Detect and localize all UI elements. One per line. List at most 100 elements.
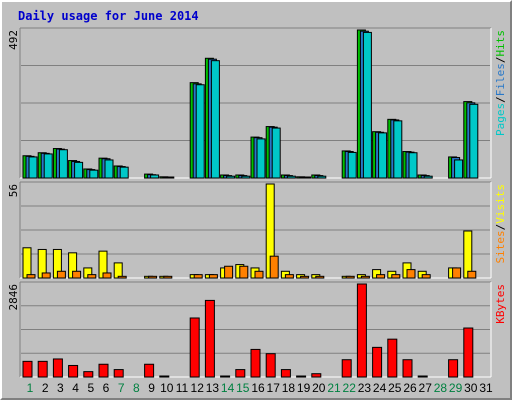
legend-entry: / bbox=[494, 96, 507, 103]
bar-visits-day-1 bbox=[22, 247, 32, 279]
bar-sites-day-22 bbox=[345, 275, 355, 279]
bar-kbytes-day-7 bbox=[113, 369, 124, 378]
bar-sites-day-24 bbox=[376, 274, 386, 279]
x-tick-label-day-13: 13 bbox=[206, 381, 220, 395]
x-tick-label-day-8: 8 bbox=[133, 381, 140, 395]
x-tick-label-day-19: 19 bbox=[297, 381, 311, 395]
bar-kbytes-day-29 bbox=[448, 359, 459, 378]
x-tick-label-day-1: 1 bbox=[27, 381, 34, 395]
bar-pages-day-29 bbox=[454, 159, 464, 179]
bar-sites-day-12 bbox=[193, 274, 203, 279]
x-tick-label-day-4: 4 bbox=[72, 381, 79, 395]
bar-pages-day-18 bbox=[286, 175, 296, 179]
legend-entry: / bbox=[494, 224, 507, 231]
bar-pages-day-2 bbox=[43, 153, 53, 179]
x-tick-label-day-3: 3 bbox=[57, 381, 64, 395]
bar-kbytes-day-19 bbox=[296, 375, 307, 378]
bar-sites-day-26 bbox=[406, 269, 416, 279]
bar-pages-day-30 bbox=[469, 103, 479, 179]
bar-pages-day-12 bbox=[195, 84, 205, 179]
legend-entry: / bbox=[494, 57, 507, 64]
x-tick-label-day-31: 31 bbox=[479, 381, 493, 395]
bar-sites-day-4 bbox=[72, 270, 82, 279]
bar-kbytes-day-30 bbox=[463, 327, 474, 378]
bar-sites-day-14 bbox=[224, 265, 234, 279]
bar-visits-day-7 bbox=[113, 262, 123, 279]
bar-pages-day-4 bbox=[74, 161, 84, 179]
bar-pages-day-5 bbox=[89, 169, 99, 179]
bar-kbytes-day-4 bbox=[68, 364, 79, 378]
bar-kbytes-day-2 bbox=[37, 360, 48, 378]
bar-pages-day-14 bbox=[226, 175, 236, 179]
bar-sites-day-27 bbox=[421, 274, 431, 279]
bar-pages-day-22 bbox=[347, 151, 357, 179]
bar-sites-day-1 bbox=[26, 274, 36, 279]
x-tick-label-day-22: 22 bbox=[343, 381, 357, 395]
bar-pages-day-16 bbox=[256, 138, 266, 179]
bar-sites-day-3 bbox=[56, 270, 66, 279]
legend-entry: Pages bbox=[494, 103, 507, 136]
legend-entry: Sites bbox=[494, 230, 507, 263]
bar-sites-day-18 bbox=[284, 274, 294, 279]
bar-pages-day-13 bbox=[210, 60, 220, 179]
x-tick-label-day-20: 20 bbox=[312, 381, 326, 395]
legend-entry: KBytes bbox=[494, 284, 507, 324]
bar-kbytes-day-10 bbox=[159, 375, 170, 378]
bar-sites-day-20 bbox=[315, 275, 325, 279]
bar-sites-day-15 bbox=[239, 265, 249, 279]
bar-kbytes-day-6 bbox=[98, 363, 109, 378]
legend-entry: Visits bbox=[494, 184, 507, 224]
x-tick-label-day-9: 9 bbox=[148, 381, 155, 395]
bar-kbytes-day-1 bbox=[22, 360, 33, 378]
bar-kbytes-day-16 bbox=[250, 348, 261, 378]
bar-kbytes-day-12 bbox=[189, 317, 200, 378]
bar-sites-day-17 bbox=[269, 255, 279, 279]
bar-kbytes-day-25 bbox=[387, 338, 398, 378]
x-tick-label-day-29: 29 bbox=[449, 381, 463, 395]
legend-entry: Files bbox=[494, 63, 507, 96]
x-tick-label-day-26: 26 bbox=[403, 381, 417, 395]
bar-kbytes-day-9 bbox=[144, 363, 155, 378]
bar-kbytes-day-13 bbox=[204, 299, 215, 378]
bar-pages-day-3 bbox=[58, 149, 68, 179]
legend: Sites/Visits bbox=[494, 184, 507, 264]
x-tick-label-day-23: 23 bbox=[358, 381, 372, 395]
bar-pages-day-17 bbox=[271, 127, 281, 179]
bar-pages-day-24 bbox=[378, 132, 388, 179]
x-tick-label-day-27: 27 bbox=[419, 381, 433, 395]
bar-kbytes-day-17 bbox=[265, 353, 276, 378]
legend: Pages/Files/Hits bbox=[494, 30, 507, 136]
x-tick-label-day-28: 28 bbox=[434, 381, 448, 395]
bar-kbytes-day-5 bbox=[83, 371, 94, 378]
x-tick-label-day-24: 24 bbox=[373, 381, 387, 395]
x-tick-label-day-18: 18 bbox=[282, 381, 296, 395]
bar-sites-day-25 bbox=[391, 274, 401, 279]
bar-pages-day-20 bbox=[317, 175, 327, 179]
bar-kbytes-day-26 bbox=[402, 359, 413, 378]
bar-pages-day-23 bbox=[362, 31, 372, 179]
bar-pages-day-15 bbox=[241, 175, 251, 179]
bar-pages-day-9 bbox=[150, 174, 160, 179]
bar-kbytes-day-3 bbox=[52, 358, 63, 378]
y-axis-max-label: 2846 bbox=[7, 284, 20, 311]
bar-kbytes-day-18 bbox=[280, 369, 291, 378]
bar-kbytes-day-22 bbox=[341, 359, 352, 378]
y-axis-max-label: 492 bbox=[7, 30, 20, 50]
bar-sites-day-10 bbox=[163, 275, 173, 279]
bar-sites-day-5 bbox=[87, 274, 97, 279]
x-tick-label-day-2: 2 bbox=[42, 381, 49, 395]
x-tick-label-day-12: 12 bbox=[191, 381, 205, 395]
x-tick-label-day-25: 25 bbox=[388, 381, 402, 395]
bar-kbytes-day-27 bbox=[417, 375, 428, 378]
bar-pages-day-27 bbox=[423, 175, 433, 179]
bar-sites-day-30 bbox=[467, 270, 477, 279]
x-tick-label-day-6: 6 bbox=[103, 381, 110, 395]
bar-sites-day-29 bbox=[452, 267, 462, 279]
bar-sites-day-23 bbox=[360, 275, 370, 279]
bar-kbytes-day-24 bbox=[372, 346, 383, 378]
bar-sites-day-7 bbox=[117, 275, 127, 279]
x-tick-label-day-7: 7 bbox=[118, 381, 125, 395]
chart-title: Daily usage for June 2014 bbox=[18, 9, 199, 23]
x-tick-label-day-5: 5 bbox=[87, 381, 94, 395]
